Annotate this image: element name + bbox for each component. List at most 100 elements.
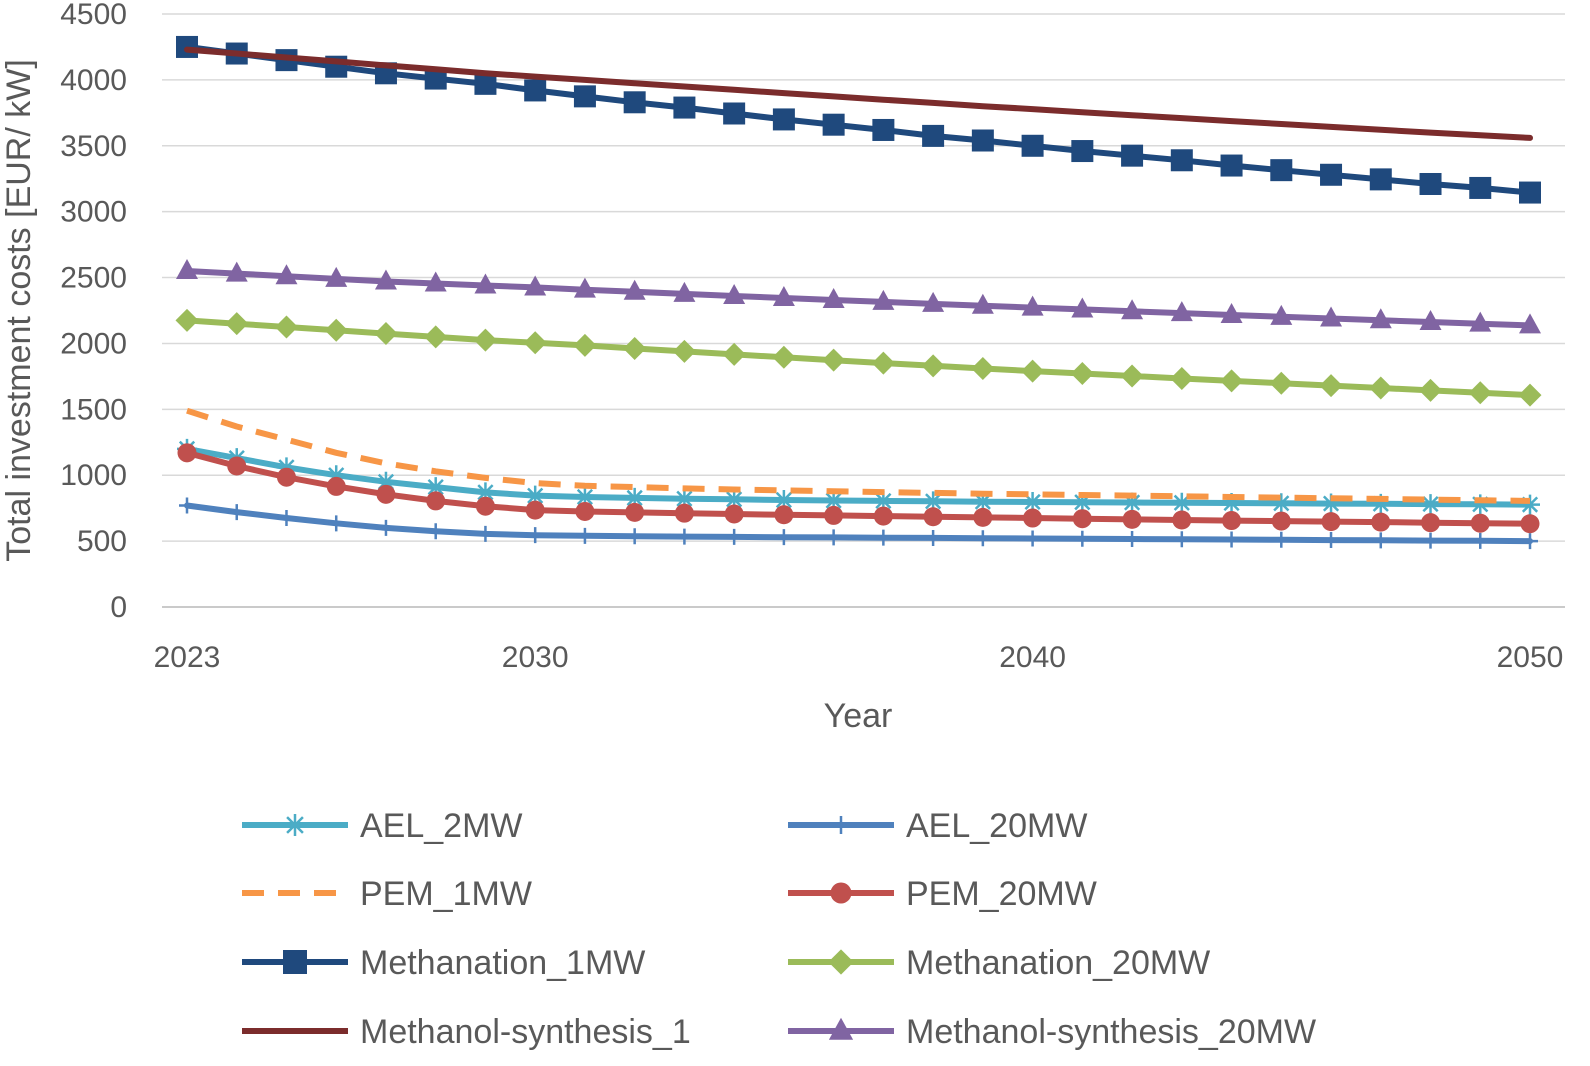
point-marker [1072,509,1092,529]
point-marker [1170,301,1193,322]
point-marker [1022,491,1043,512]
point-marker [424,271,447,292]
series-line [184,502,1533,545]
point-marker [274,315,298,339]
point-marker [823,490,844,511]
point-marker [477,525,494,542]
point-marker [326,465,347,486]
point-marker [723,284,746,305]
point-marker [1369,308,1392,329]
point-marker [375,471,396,492]
point-marker [1469,176,1492,199]
point-marker [971,129,994,152]
point-marker [1171,492,1192,513]
point-marker [1419,309,1442,330]
point-marker [227,456,247,476]
point-marker [1121,299,1144,320]
point-marker [822,287,845,308]
point-marker [1071,297,1094,318]
point-marker [1221,493,1242,514]
point-marker [1520,494,1540,515]
point-marker [925,529,942,546]
series-pem-20mw [177,443,1540,534]
point-marker [574,486,595,507]
point-marker [326,476,346,496]
point-marker [626,528,643,545]
point-marker [922,124,945,147]
point-marker [1223,531,1240,548]
point-marker [1321,493,1342,514]
y-axis-ticks: 0 500 1000 1500 2000 2500 3000 3500 4000 4500 [60,0,127,624]
point-marker [377,519,394,536]
point-marker [324,318,348,342]
point-marker [673,96,696,119]
point-marker [972,491,993,512]
gridlines [162,13,1565,608]
point-marker [1071,140,1094,163]
x-tick-label: 2050 [1497,641,1564,674]
point-marker [624,487,645,508]
point-marker [1372,532,1389,549]
point-marker [871,351,895,375]
point-marker [974,530,991,547]
point-marker [676,528,693,545]
point-marker [1121,144,1144,167]
x-tick-label: 2023 [154,641,221,674]
point-marker [830,882,852,904]
point-marker [1220,369,1244,393]
point-marker [1422,532,1439,549]
point-marker [623,279,646,300]
series-ael-2mw [177,438,1540,515]
point-marker [772,345,796,369]
point-marker [1321,512,1341,532]
point-marker [328,515,345,532]
point-marker [1270,304,1293,325]
legend-label: Methanol-synthesis_20MW [906,1013,1316,1051]
point-marker [1271,493,1292,514]
point-marker [523,331,547,355]
legend-item: Methanation_20MW [788,944,1210,982]
legend-item: Methanol-synthesis_20MW [788,1013,1316,1051]
point-marker [772,108,795,131]
point-marker [1470,494,1491,515]
point-marker [424,67,447,90]
point-marker [374,269,397,290]
point-marker [873,490,894,511]
y-axis-title: Total investment costs [EUR/ kW] [0,59,38,562]
point-marker [1124,531,1141,548]
point-marker [875,529,892,546]
point-marker [672,339,696,363]
series-line [184,43,1533,196]
point-marker [575,501,595,521]
point-marker [276,457,297,478]
point-marker [1472,532,1489,549]
point-marker [971,293,994,314]
point-marker [923,507,943,527]
point-marker [525,500,545,520]
series-line [184,449,1533,527]
point-marker [775,529,792,546]
point-marker [973,507,993,527]
point-marker [325,266,348,287]
point-marker [1021,134,1044,157]
point-marker [1420,494,1441,515]
point-marker [1468,381,1492,405]
x-tick-label: 2030 [502,641,569,674]
y-tick-label: 2500 [60,262,127,295]
point-marker [1419,172,1442,195]
point-marker [1024,530,1041,547]
point-marker [1021,359,1045,383]
point-marker [1173,531,1190,548]
x-axis-title: Year [824,697,893,735]
point-marker [1120,364,1144,388]
point-marker [1072,492,1093,513]
point-marker [1320,306,1343,327]
point-marker [1319,374,1343,398]
series-methanol-synthesis-1 [184,46,1533,141]
series-line [186,407,1531,504]
point-marker [1074,530,1091,547]
point-marker [425,477,446,498]
y-tick-label: 0 [110,591,127,624]
series-ael-20mw [179,497,1538,550]
legend-label: PEM_1MW [360,875,532,913]
